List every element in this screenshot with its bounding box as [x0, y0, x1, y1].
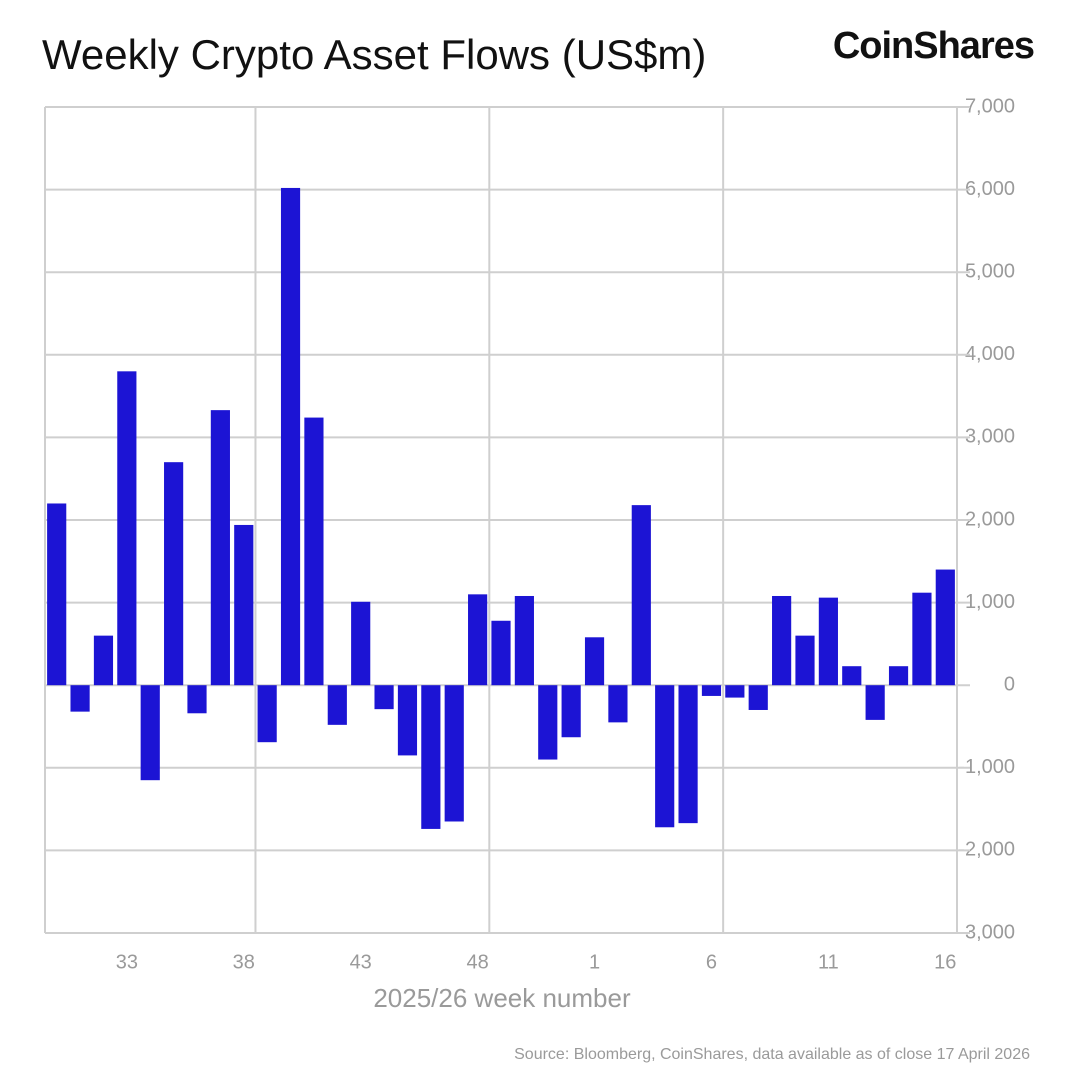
y-tick-label: 3,000 [965, 426, 1015, 448]
bar [140, 685, 160, 781]
x-tick-label: 11 [818, 951, 839, 973]
bar [397, 685, 418, 756]
x-axis-label: 2025/26 week number [373, 983, 631, 1013]
bar [725, 685, 745, 698]
bar [351, 601, 371, 686]
y-tick-label: 6,000 [965, 178, 1015, 200]
bar [842, 666, 862, 686]
y-tick-label: 2,000 [965, 508, 1015, 530]
x-tick-label: 6 [706, 951, 717, 973]
bar [561, 685, 581, 738]
bar [795, 635, 815, 686]
bar [491, 620, 511, 686]
bar [514, 595, 534, 686]
bar [865, 685, 885, 720]
bar [468, 594, 488, 686]
bar [444, 685, 464, 822]
bar [117, 371, 137, 686]
bar [257, 685, 277, 743]
x-tick-label: 43 [350, 951, 372, 973]
bar [210, 410, 230, 686]
bar [93, 635, 114, 686]
bar [164, 462, 184, 686]
y-tick-label: -3,000 [958, 921, 1015, 943]
bar [935, 569, 955, 686]
x-tick-label: 1 [589, 951, 600, 973]
x-tick-label: 33 [116, 951, 138, 973]
x-tick-label: 48 [466, 951, 488, 973]
y-tick-label: 0 [1004, 673, 1015, 695]
bar [888, 666, 909, 686]
bar [70, 685, 90, 712]
bar [678, 685, 698, 824]
bar [421, 685, 441, 829]
x-tick-label: 38 [233, 951, 255, 973]
bar [584, 637, 605, 686]
y-tick-label: 4,000 [965, 343, 1015, 365]
bar [47, 503, 67, 686]
y-tick-label: -2,000 [958, 839, 1015, 861]
bar [234, 524, 254, 686]
bar [748, 685, 768, 710]
bar [772, 595, 792, 686]
bar [280, 187, 301, 686]
bar [631, 505, 651, 686]
bar [374, 685, 394, 710]
bar [912, 592, 932, 686]
bar [187, 685, 207, 714]
bar [304, 417, 324, 686]
y-tick-label: 7,000 [965, 95, 1015, 117]
bar [327, 685, 347, 725]
x-tick-label: 16 [934, 951, 956, 973]
y-tick-label: -1,000 [958, 756, 1015, 778]
bar [655, 685, 675, 828]
bar [538, 685, 558, 760]
bar [608, 685, 628, 723]
chart-title: Weekly Crypto Asset Flows (US$m) [42, 31, 706, 78]
brand-logo: CoinShares [833, 25, 1034, 67]
y-tick-label: 1,000 [965, 591, 1015, 613]
bar [701, 685, 722, 696]
source-note: Source: Bloomberg, CoinShares, data avai… [514, 1046, 1030, 1063]
y-tick-label: 5,000 [965, 260, 1015, 282]
bar [818, 597, 838, 686]
